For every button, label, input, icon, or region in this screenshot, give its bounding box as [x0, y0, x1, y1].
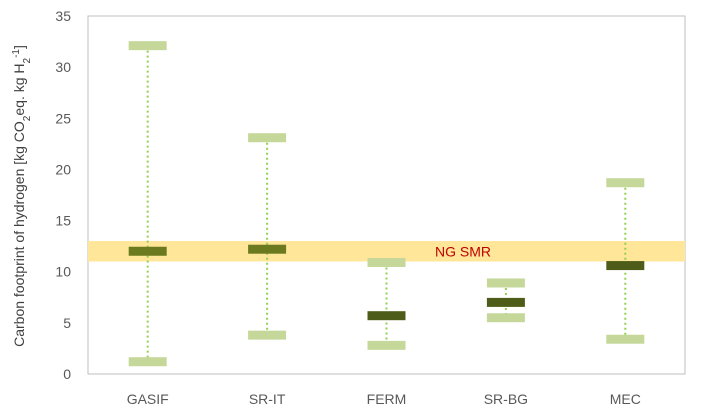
min-marker: [486, 313, 525, 323]
y-axis-label: Carbon footprint of hydrogen [kg CO2eq. …: [11, 45, 33, 347]
x-category-label: MEC: [610, 391, 641, 407]
central-marker: [486, 297, 525, 307]
reference-band-layer: NG SMR: [88, 241, 685, 262]
central-marker: [248, 244, 287, 254]
x-category-label: SR-IT: [249, 391, 286, 407]
y-axis-ticks: 0 5 10 15 20 25 30 35: [55, 8, 71, 382]
y-tick-label: 5: [63, 315, 71, 331]
max-marker: [248, 133, 287, 143]
y-axis-label-part: 2: [22, 57, 33, 63]
x-category-label: SR-BG: [484, 391, 528, 407]
y-axis-label-part: 2: [22, 115, 33, 121]
min-marker: [606, 334, 645, 344]
y-tick-label: 30: [55, 59, 71, 75]
x-axis-ticks: GASIF SR-IT FERM SR-BG MEC: [127, 391, 641, 407]
y-tick-label: 35: [55, 8, 71, 24]
ng-smr-band: [88, 241, 685, 262]
max-marker: [606, 178, 645, 188]
central-marker: [128, 246, 167, 256]
y-axis-label-part: ]: [11, 45, 27, 49]
central-marker: [606, 261, 645, 271]
y-tick-label: 25: [55, 110, 71, 126]
y-axis-label-part: eq. kg H: [11, 63, 27, 115]
max-marker: [367, 258, 406, 268]
series-layer: [128, 41, 645, 367]
y-tick-label: 20: [55, 161, 71, 177]
x-category-label: FERM: [367, 391, 407, 407]
y-axis-label-part: -1: [11, 49, 22, 58]
y-tick-label: 15: [55, 213, 71, 229]
min-marker: [367, 340, 406, 350]
y-tick-label: 10: [55, 264, 71, 280]
max-marker: [128, 41, 167, 51]
max-marker: [486, 278, 525, 288]
x-category-label: GASIF: [127, 391, 169, 407]
y-tick-label: 0: [63, 366, 71, 382]
plot-area: [87, 15, 686, 375]
y-axis-label-part: Carbon footprint of hydrogen [kg CO: [11, 121, 27, 347]
min-marker: [248, 330, 287, 340]
min-marker: [128, 357, 167, 367]
central-marker: [367, 311, 406, 321]
ng-smr-label: NG SMR: [435, 243, 491, 259]
